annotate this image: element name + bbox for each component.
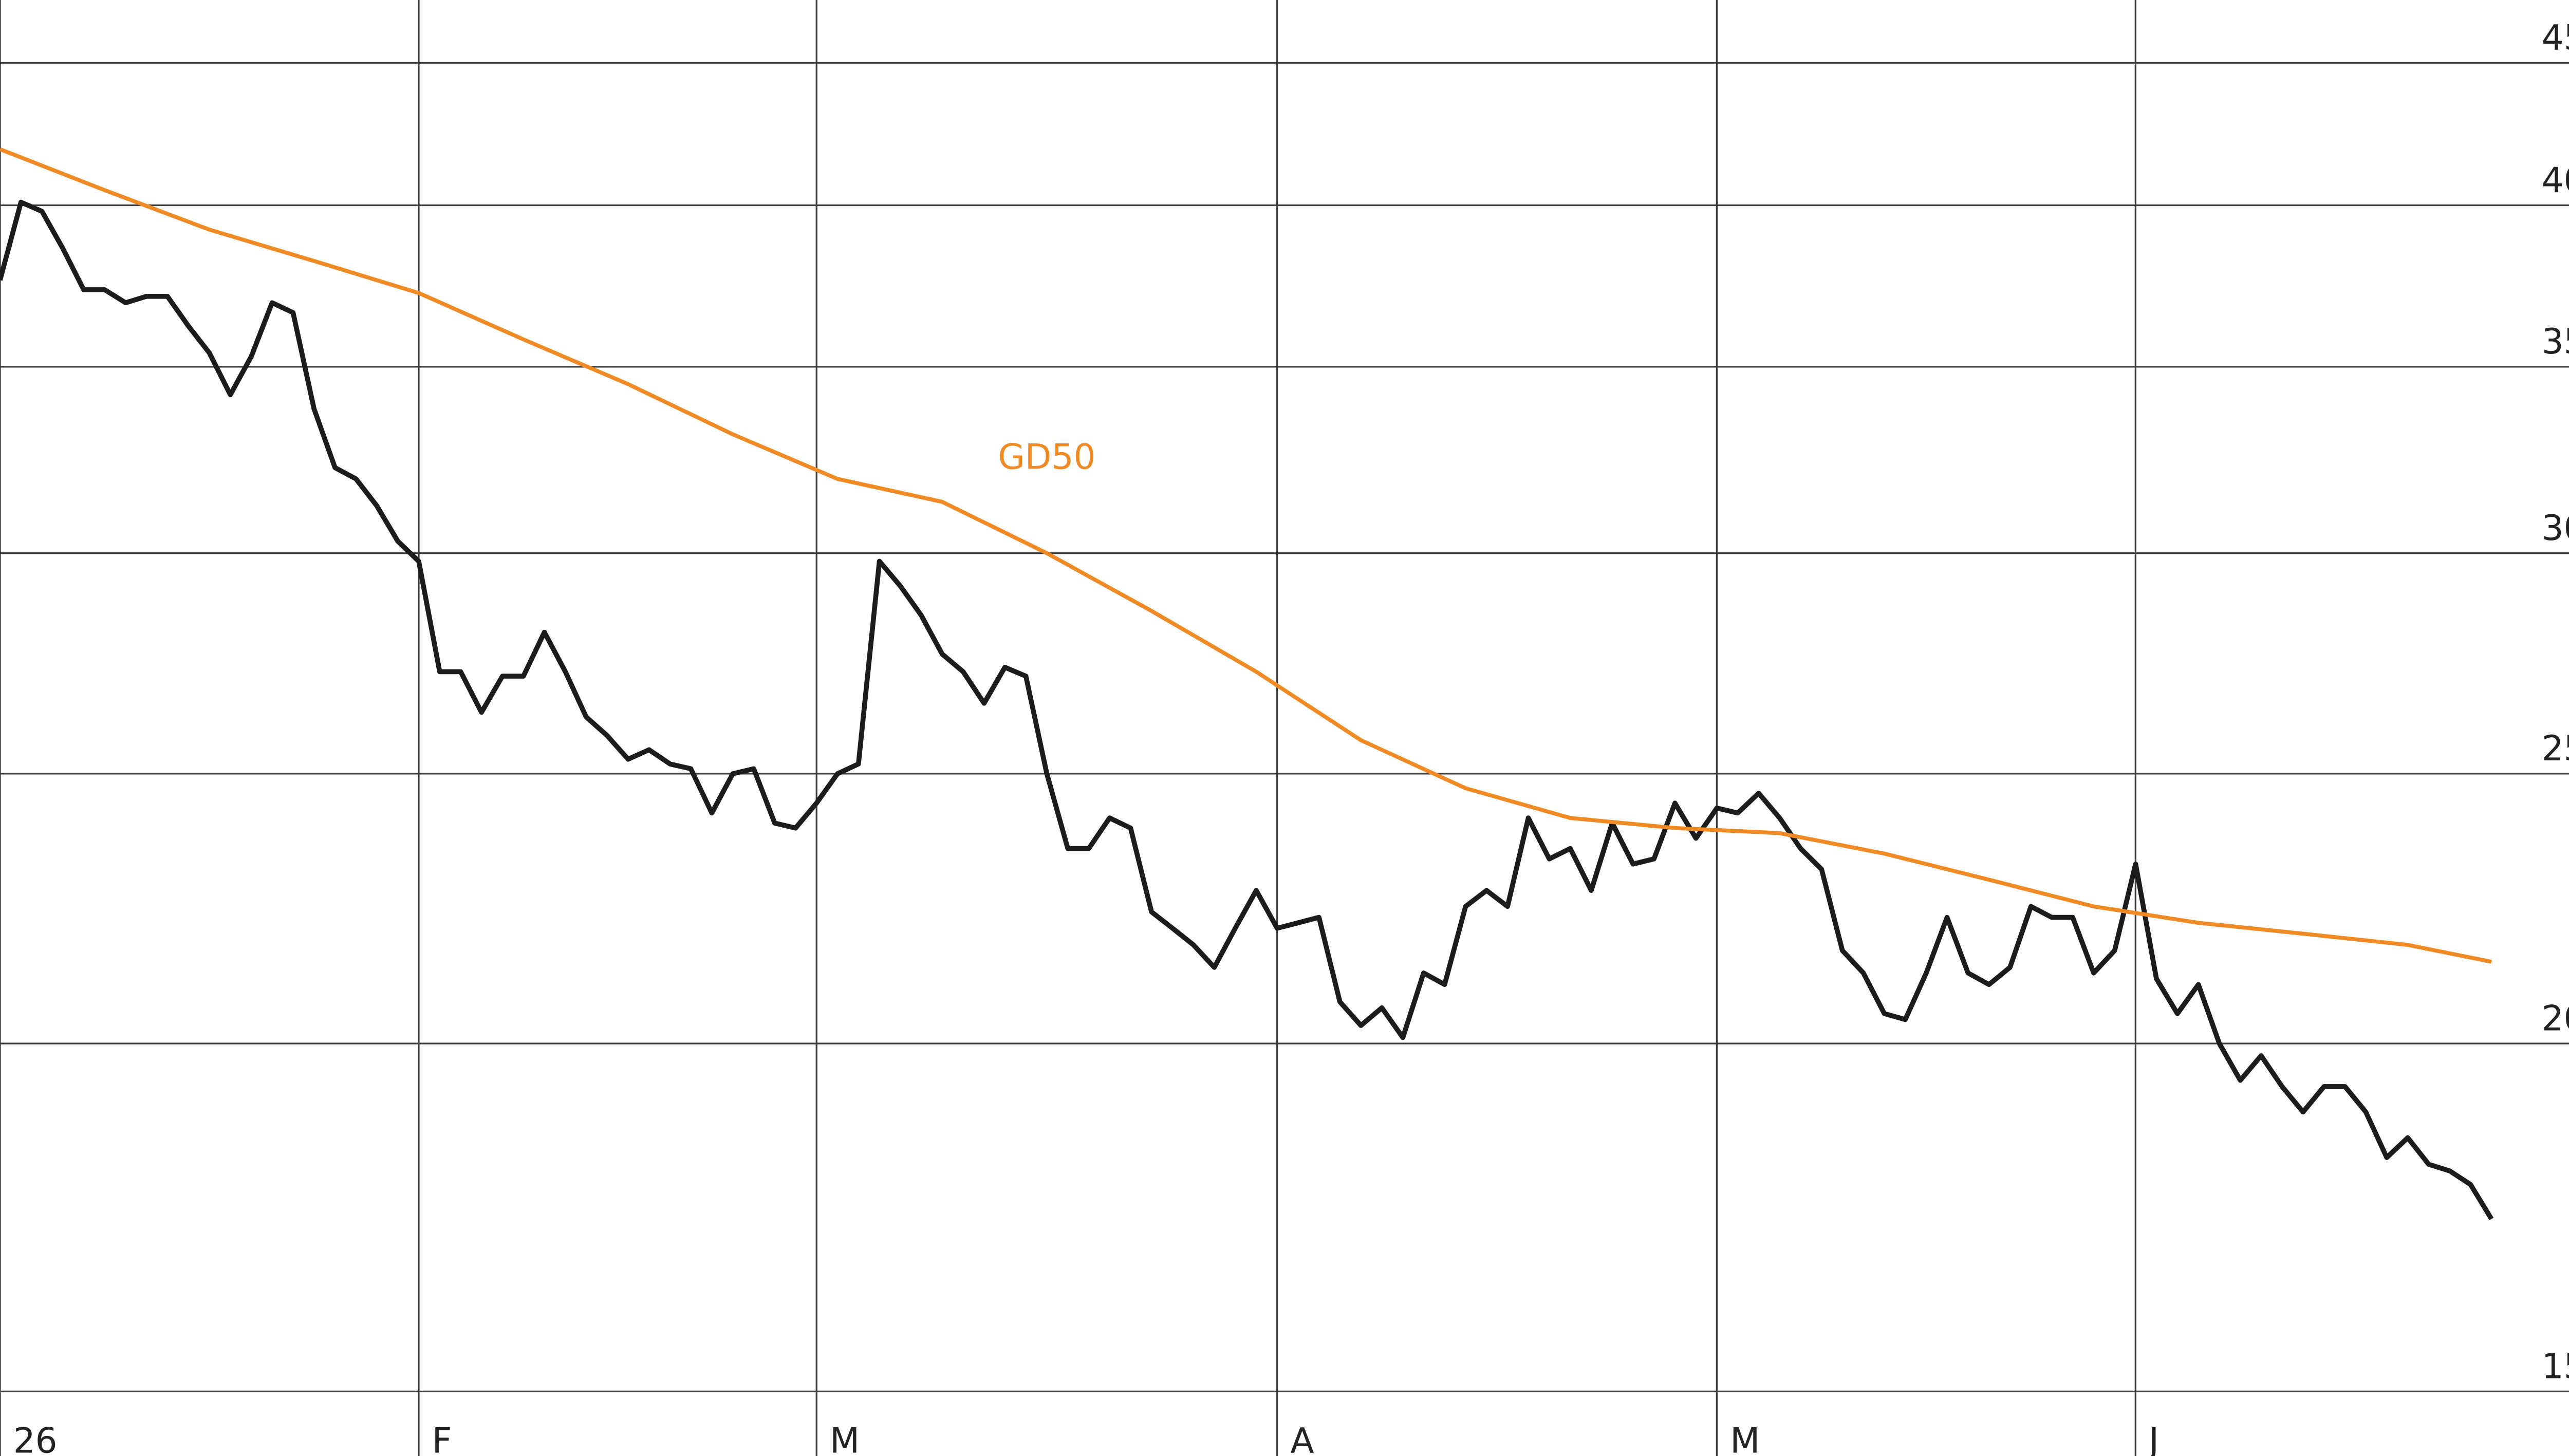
series-line — [0, 147, 2492, 964]
y-tick-label: 25 — [2542, 728, 2569, 769]
y-tick-label: 30 — [2542, 508, 2569, 548]
y-tick-label: 15 — [2542, 1346, 2569, 1387]
x-tick-label: M — [830, 1421, 860, 1456]
y-tick-label: 35 — [2542, 321, 2569, 362]
x-tick-label: M — [1730, 1421, 1760, 1456]
x-tick-label: 26 — [13, 1421, 58, 1456]
y-tick-label: 20 — [2542, 998, 2569, 1038]
x-tick-label: J — [2147, 1421, 2159, 1456]
x-tick-label: F — [432, 1421, 452, 1456]
x-tick-label: A — [1290, 1421, 1314, 1456]
series-label: GD50 — [998, 437, 1095, 477]
y-tick-label: 40 — [2542, 160, 2569, 200]
y-tick-label: 45 — [2542, 17, 2569, 58]
series-line — [0, 199, 2494, 1221]
